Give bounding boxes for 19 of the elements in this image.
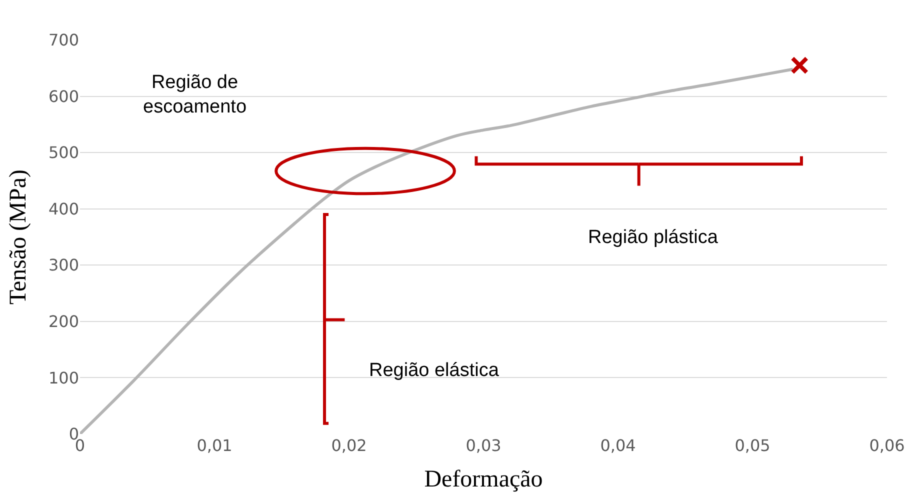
y-axis-title: Tensão (MPa)	[6, 170, 32, 304]
x-tick-label: 0,01	[196, 436, 232, 455]
annotation: Região plástica	[588, 227, 718, 248]
x-tick-label: 0,04	[600, 436, 636, 455]
y-tick-label: 700	[48, 30, 79, 50]
y-tick-label: 500	[48, 143, 79, 162]
x-tick-label: 0,05	[734, 436, 770, 455]
x-axis-title: Deformação	[424, 466, 543, 492]
x-tick-label: 0,06	[869, 436, 905, 455]
y-tick-label: 400	[48, 199, 79, 218]
y-tick-label: 300	[48, 256, 79, 275]
annotation: Região elástica	[369, 360, 500, 381]
line-series	[80, 68, 794, 434]
x-tick-label: 0,02	[331, 436, 367, 455]
x-tick-label: 0,03	[466, 436, 502, 455]
y-tick-label: 200	[48, 312, 79, 332]
annotation: Região de escoamento	[143, 72, 247, 118]
y-tick-label: 100	[48, 368, 79, 388]
y-tick-label: 600	[48, 86, 79, 106]
